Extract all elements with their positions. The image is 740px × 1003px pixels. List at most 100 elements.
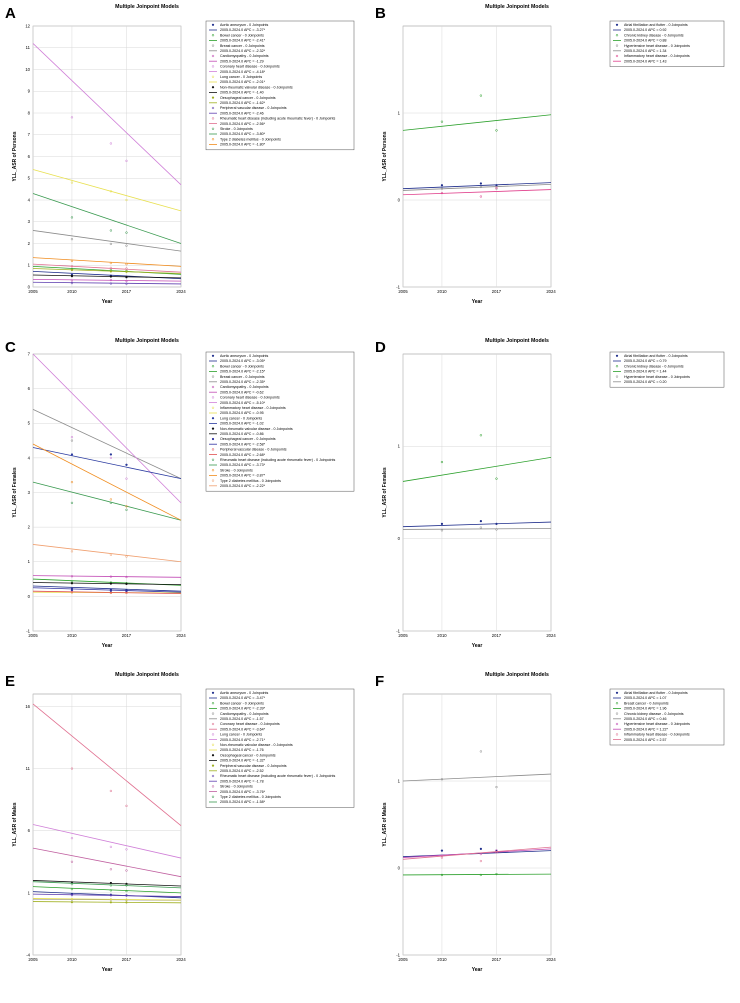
legend-series-name: Peripheral vascular disease - 0 Joinpoin… bbox=[220, 106, 287, 110]
panel-c: C Multiple Joinpoint Models 2005 2010 2017 20… bbox=[0, 334, 370, 668]
legend-marker bbox=[211, 86, 215, 89]
data-point bbox=[70, 275, 74, 278]
y-tick-label: 8 bbox=[28, 110, 31, 115]
y-axis-label: YLL_ASR of Persons bbox=[12, 131, 18, 181]
data-point bbox=[109, 229, 113, 232]
data-point bbox=[495, 522, 498, 525]
chart-title: Multiple Joinpoint Models bbox=[485, 4, 549, 10]
legend-series-name: Rheumatic heart disease (including acute… bbox=[220, 117, 335, 121]
panel-label: A bbox=[5, 5, 16, 22]
legend-series-name: Chronic kidney disease - 0 Joinpoints bbox=[624, 364, 684, 368]
legend-marker bbox=[211, 702, 215, 705]
y-tick-label: -1 bbox=[396, 628, 400, 633]
series-line bbox=[32, 43, 182, 186]
chart-e: E Multiple Joinpoint Models 2005 2010 2017 20… bbox=[5, 672, 355, 973]
data-point bbox=[70, 216, 74, 219]
y-tick-label: 1 bbox=[398, 444, 401, 449]
legend-series-name: Stroke - 0 Joinpoints bbox=[220, 785, 253, 789]
y-tick-label: 7 bbox=[28, 351, 31, 356]
data-point bbox=[109, 884, 113, 887]
x-axis-label: Year bbox=[472, 643, 483, 649]
data-point bbox=[495, 477, 498, 480]
legend-marker bbox=[211, 754, 215, 757]
data-point bbox=[495, 528, 498, 531]
legend-apc: 2005.0-2024.0 APC = -3.73* bbox=[220, 463, 266, 467]
plot-area bbox=[402, 693, 552, 956]
legend-apc: 2005.0-2024.0 APC = -2.68* bbox=[220, 453, 266, 457]
x-tick-label: 2017 bbox=[122, 289, 132, 294]
legend-series-name: Coronary heart disease - 0 Joinpoints bbox=[220, 65, 280, 69]
data-point bbox=[495, 184, 498, 187]
series-line bbox=[32, 169, 182, 212]
legend-series-name: Non-rheumatic valvular disease - 0 Joinp… bbox=[220, 85, 293, 89]
x-tick-label: 2010 bbox=[67, 289, 77, 294]
legend-series-name: Type 2 diabetes mellitus - 0 Joinpoints bbox=[220, 795, 281, 799]
series-line bbox=[402, 183, 552, 191]
plot-area bbox=[402, 25, 552, 288]
legend-marker bbox=[615, 702, 619, 705]
legend-marker bbox=[211, 427, 215, 430]
chart-title: Multiple Joinpoint Models bbox=[115, 4, 179, 10]
legend-series-name: Rheumatic heart disease (including acute… bbox=[220, 458, 335, 462]
data-point bbox=[70, 837, 74, 840]
data-point bbox=[125, 894, 128, 897]
legend-series-name: Stroke - 0 Joinpoints bbox=[220, 127, 253, 131]
x-tick-label: 2024 bbox=[546, 633, 556, 638]
data-point bbox=[440, 184, 444, 187]
legend-box bbox=[205, 351, 355, 492]
legend-apc: 2005.0-2024.0 APC = -0.62 bbox=[220, 390, 264, 394]
data-point bbox=[109, 845, 113, 849]
y-axis-label: YLL_ASR of Males bbox=[12, 802, 18, 846]
x-axis-label: Year bbox=[472, 967, 483, 973]
series-line bbox=[32, 268, 182, 274]
panel-label: C bbox=[5, 339, 16, 356]
data-point bbox=[70, 881, 74, 884]
data-point bbox=[125, 267, 128, 270]
x-tick-label: 2024 bbox=[176, 957, 186, 962]
legend-series-name: Bowel cancer - 0 Joinpoints bbox=[220, 701, 264, 705]
legend-marker bbox=[211, 117, 215, 120]
series-line bbox=[32, 824, 182, 859]
data-point bbox=[495, 187, 498, 190]
y-tick-label: 6 bbox=[28, 154, 31, 159]
panel-label: E bbox=[5, 673, 15, 690]
legend-apc: 2005.0-2024.0 APC = -1.80* bbox=[220, 143, 266, 147]
data-point bbox=[109, 242, 113, 246]
legend-apc: 2005.0-2024.0 APC = -2.15* bbox=[220, 370, 266, 374]
data-point bbox=[440, 849, 444, 852]
y-tick-label: 3 bbox=[28, 219, 31, 224]
series-line bbox=[402, 182, 552, 190]
y-tick-label: 11 bbox=[26, 766, 31, 771]
data-point bbox=[70, 281, 74, 285]
legend-series-name: Lung cancer - 0 Joinpoints bbox=[220, 416, 262, 420]
legend-apc: 2005.0-2024.0 APC = 0.79 bbox=[624, 359, 666, 363]
y-tick-label: 11 bbox=[26, 45, 31, 50]
series-line bbox=[32, 881, 182, 889]
data-point bbox=[479, 94, 483, 97]
legend-series-name: Cardiomyopathy - 0 Joinpoints bbox=[220, 712, 269, 716]
data-point bbox=[125, 848, 128, 851]
x-tick-label: 2024 bbox=[546, 957, 556, 962]
y-tick-label: 3 bbox=[28, 490, 31, 495]
legend-apc: 2005.0-2024.0 APC = -2.32* bbox=[220, 49, 266, 53]
data-point bbox=[70, 265, 74, 268]
data-point bbox=[125, 590, 128, 593]
data-point bbox=[70, 887, 74, 891]
legend-marker bbox=[211, 712, 215, 715]
legend-apc: 2005.0-2024.0 APC = -2.22* bbox=[220, 484, 266, 488]
x-tick-label: 2005 bbox=[28, 633, 38, 638]
data-point bbox=[70, 279, 74, 282]
data-point bbox=[125, 582, 128, 586]
data-point bbox=[109, 453, 112, 456]
data-point bbox=[479, 520, 482, 523]
legend-series-name: Type 2 diabetes mellitus - 0 Joinpoints bbox=[220, 137, 281, 141]
legend-marker bbox=[615, 722, 619, 726]
data-point bbox=[109, 582, 112, 585]
series-line bbox=[402, 528, 552, 530]
series-line bbox=[32, 447, 182, 480]
series-line bbox=[32, 886, 182, 894]
x-tick-label: 2005 bbox=[28, 289, 38, 294]
legend-series-name: Atrial fibrillation and flutter - 0 Join… bbox=[624, 354, 688, 358]
data-point bbox=[109, 498, 113, 501]
legend-series-name: Peripheral vascular disease - 0 Joinpoin… bbox=[220, 448, 287, 452]
